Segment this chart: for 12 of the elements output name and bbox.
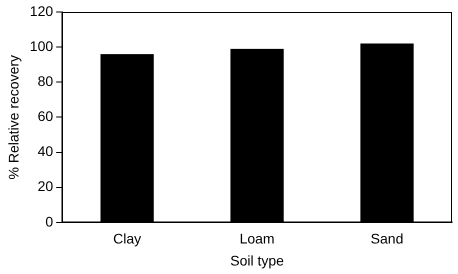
y-tick-label: 80 [38,72,54,89]
y-tick-label: 60 [38,108,54,124]
x-tick-label: Loam [240,230,275,247]
y-tick-label: 100 [30,38,54,54]
x-tick-label: Clay [113,230,142,247]
y-tick-label: 0 [45,213,54,230]
y-tick-label: 40 [38,143,54,160]
y-axis-title: % Relative recovery [5,54,22,180]
y-tick-label: 20 [38,178,54,194]
x-axis-title: Soil type [230,252,284,268]
y-tick-label: 120 [30,2,54,19]
x-tick-label: Sand [370,230,404,247]
